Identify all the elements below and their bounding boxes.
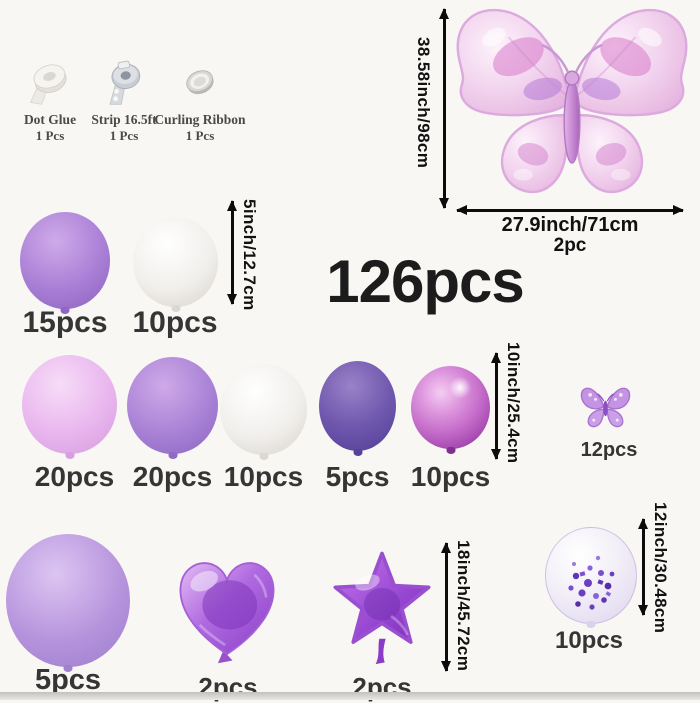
size-label-12inch: 12inch/30.48cm xyxy=(651,502,670,634)
balloon-knot xyxy=(353,449,362,456)
butterfly-width-label: 27.9inch/71cm xyxy=(501,214,639,236)
balloon-qty: 10pcs xyxy=(410,461,491,492)
confetti-dots xyxy=(568,555,615,610)
balloon-knot xyxy=(446,447,455,454)
accessory-name: Dot Glue xyxy=(23,112,77,127)
accessory-qty: 1 Pcs xyxy=(109,127,139,143)
size-label-18inch: 18inch/45.72cm xyxy=(454,540,473,672)
accessory-qty: 1 Pcs xyxy=(185,127,215,143)
balloon-knot xyxy=(259,453,268,460)
accessory-strip: Strip 16.5ft 1 Pcs xyxy=(76,56,172,143)
balloon-knot xyxy=(586,621,596,628)
size-arrow-12inch xyxy=(642,519,645,615)
size-arrow-5inch xyxy=(231,201,234,304)
balloon-10in-purple xyxy=(127,357,218,459)
balloon-qty: 20pcs xyxy=(132,461,213,492)
butterfly-height-arrow xyxy=(443,9,446,208)
balloon-knot xyxy=(171,305,180,312)
accessory-curling-ribbon: Curling Ribbon 1 Pcs xyxy=(146,56,254,143)
balloon-qty: 5pcs xyxy=(34,664,102,696)
balloon-10in-white xyxy=(220,364,307,460)
size-label-5inch: 5inch/12.7cm xyxy=(240,199,259,311)
accessory-name: Curling Ribbon xyxy=(154,112,246,127)
butterfly-height-label: 38.58inch/98cm xyxy=(414,37,433,169)
glue-dot-roll-icon xyxy=(29,64,67,105)
size-arrow-18inch xyxy=(445,543,448,671)
total-count: 126pcs xyxy=(326,248,525,315)
balloon-knot xyxy=(168,452,177,459)
accessory-dot-glue: Dot Glue 1 Pcs xyxy=(8,56,92,143)
butterfly-foil-balloon-image xyxy=(456,8,688,194)
butterfly-qty-label: 2pc xyxy=(553,235,587,256)
balloon-knot xyxy=(60,307,70,314)
balloon-10in-lightpink xyxy=(22,355,117,459)
image-bottom-edge xyxy=(0,692,700,700)
curling-ribbon-roll-icon xyxy=(186,70,214,95)
balloon-qty: 10pcs xyxy=(554,627,624,654)
small-butterfly-qty: 12pcs xyxy=(580,439,638,461)
balloon-qty: 20pcs xyxy=(34,461,115,492)
balloon-qty: 10pcs xyxy=(223,461,304,492)
balloon-10in-chrome xyxy=(411,366,490,454)
balloon-qty: 10pcs xyxy=(132,306,218,339)
balloon-12in-confetti xyxy=(545,527,637,628)
small-butterfly-icon xyxy=(580,387,631,428)
balloon-10in-darkpurple xyxy=(319,361,396,456)
balloon-5in-white xyxy=(133,217,218,312)
balloon-knot xyxy=(65,452,74,459)
balloon-strip-roll-icon xyxy=(109,60,141,105)
balloon-qty: 15pcs xyxy=(22,306,108,339)
balloon-18in-lightpurple xyxy=(6,534,130,672)
balloon-5in-purple xyxy=(20,212,110,314)
heart-foil-balloon-image xyxy=(179,562,275,664)
size-label-10inch: 10inch/25.4cm xyxy=(504,342,523,464)
accessory-qty: 1 Pcs xyxy=(35,127,65,143)
star-foil-balloon-image xyxy=(333,551,431,665)
balloon-qty: 5pcs xyxy=(325,461,390,492)
butterfly-width-arrow xyxy=(457,209,683,212)
balloon-knot xyxy=(63,665,73,672)
size-arrow-10inch xyxy=(495,353,498,459)
accessory-name: Strip 16.5ft xyxy=(91,112,157,127)
